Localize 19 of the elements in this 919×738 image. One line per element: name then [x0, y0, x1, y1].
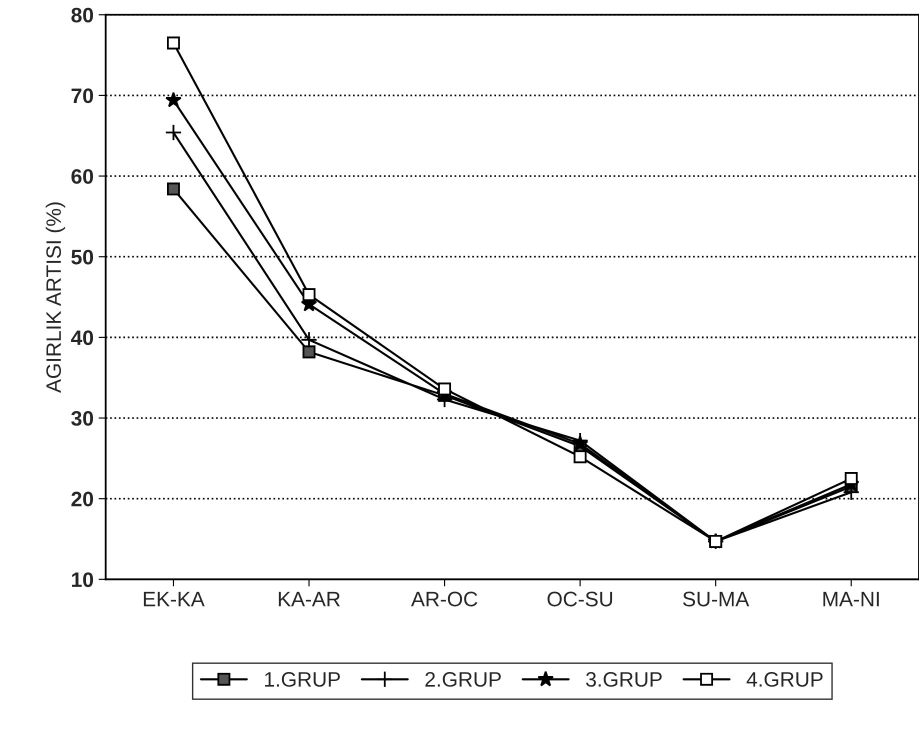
x-tick-label: MA-NI: [823, 592, 879, 606]
x-tick-label: EK-KA: [144, 592, 205, 606]
legend-label: 3.GRUP: [586, 672, 662, 687]
y-tick-label: 60: [71, 169, 94, 184]
legend-label: 2.GRUP: [425, 672, 501, 687]
y-tick-label: 10: [72, 572, 94, 588]
y-tick-label: 30: [71, 411, 94, 426]
y-tick-label: 50: [71, 250, 94, 264]
x-tick-label: SU-MA: [683, 592, 750, 606]
y-tick-label: 70: [72, 88, 94, 104]
x-tick-label: KA-AR: [278, 592, 340, 606]
x-tick-label: OC-SU: [548, 592, 612, 606]
y-tick-label: 80: [71, 8, 94, 23]
x-tick-label: AR-OC: [411, 592, 478, 606]
legend-label: 4.GRUP: [746, 672, 823, 687]
y-tick-label: 40: [71, 330, 94, 346]
y-tick-label: 20: [71, 492, 94, 506]
legend-label: 1.GRUP: [265, 672, 340, 687]
y-axis-title: AGIRLIK ARTISI (%): [46, 202, 66, 393]
